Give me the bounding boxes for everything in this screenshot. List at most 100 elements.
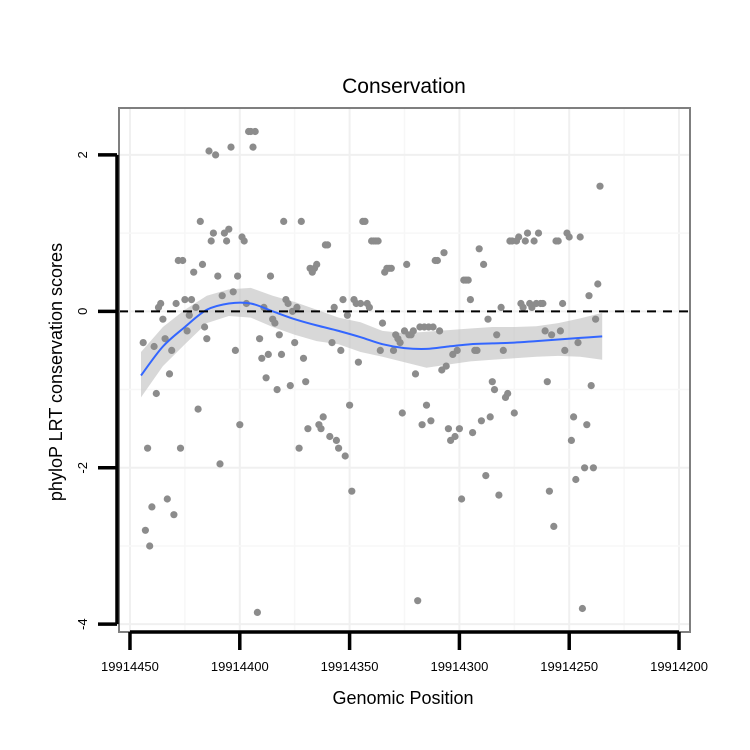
data-point: [490, 386, 499, 394]
x-axis-title: Genomic Position: [332, 688, 473, 708]
data-point: [374, 237, 382, 245]
data-point: [554, 237, 562, 245]
data-point: [499, 346, 507, 354]
data-point: [183, 327, 191, 335]
data-point: [264, 350, 272, 358]
data-point: [196, 217, 204, 225]
y-tick-label: -2: [75, 462, 90, 474]
data-point: [293, 303, 301, 311]
data-point: [284, 299, 292, 308]
data-point: [418, 421, 426, 429]
data-point: [291, 339, 299, 347]
data-point: [330, 303, 338, 311]
grid-lines: [119, 108, 690, 632]
data-point: [484, 315, 492, 323]
data-point: [376, 346, 384, 354]
x-tick-label: 19914250: [540, 659, 598, 674]
data-point: [297, 217, 305, 225]
data-point: [148, 503, 156, 511]
data-point: [422, 401, 431, 409]
data-point: [589, 464, 598, 472]
data-point: [240, 237, 248, 245]
data-point: [319, 413, 327, 421]
data-point: [414, 597, 422, 605]
data-point: [596, 182, 604, 190]
data-point: [556, 327, 565, 335]
chart-title: Conservation: [342, 75, 466, 98]
data-point: [214, 272, 222, 280]
data-point: [146, 542, 154, 550]
data-point: [139, 339, 147, 347]
data-point: [194, 405, 202, 413]
data-point: [548, 331, 556, 339]
data-point: [251, 127, 259, 136]
data-point: [436, 327, 444, 335]
data-point: [581, 464, 589, 472]
data-point: [444, 425, 452, 433]
data-point: [521, 237, 529, 245]
data-point: [280, 217, 288, 225]
data-point: [365, 303, 373, 311]
data-point: [451, 432, 459, 441]
data-point: [209, 229, 217, 237]
x-tick-label: 19914200: [650, 659, 708, 674]
y-tick-label: -4: [75, 618, 90, 630]
data-point: [205, 147, 213, 155]
data-point: [313, 260, 321, 268]
y-axis: 2 0 -2 -4: [75, 151, 119, 630]
x-tick-label: 19914350: [321, 659, 379, 674]
data-point: [299, 354, 308, 362]
data-point: [179, 256, 187, 265]
data-point: [295, 444, 303, 452]
data-point: [488, 378, 496, 386]
data-point: [477, 417, 485, 425]
data-point: [567, 436, 576, 444]
data-point: [277, 350, 286, 358]
data-point: [168, 346, 176, 354]
data-point: [361, 217, 369, 225]
data-point: [493, 331, 501, 339]
data-point: [455, 425, 463, 433]
data-point: [570, 413, 578, 421]
data-point: [495, 491, 503, 499]
data-point: [587, 382, 595, 390]
data-point: [339, 296, 347, 304]
data-point: [170, 511, 178, 519]
data-point: [473, 346, 481, 354]
data-point: [530, 237, 538, 245]
data-point: [346, 401, 354, 409]
data-point: [236, 421, 244, 429]
data-point: [165, 370, 174, 378]
data-point: [253, 608, 261, 617]
data-point: [163, 495, 171, 503]
data-point: [185, 311, 193, 319]
data-point: [510, 409, 518, 417]
data-point: [453, 346, 461, 354]
data-point: [387, 264, 395, 272]
trend-line-layer: [140, 301, 603, 377]
data-point: [141, 526, 149, 534]
data-point: [249, 143, 257, 151]
data-point: [427, 417, 435, 425]
data-point: [592, 315, 600, 323]
data-point: [258, 354, 266, 362]
data-point: [229, 288, 237, 296]
data-point: [504, 389, 512, 398]
data-point: [216, 460, 224, 468]
data-point: [275, 331, 283, 339]
y-axis-title: phyloP LRT conservation scores: [46, 243, 66, 501]
data-point: [357, 299, 365, 308]
data-point: [337, 346, 345, 354]
data-point: [317, 425, 325, 433]
data-point: [594, 280, 602, 288]
data-point: [403, 260, 411, 268]
data-point: [273, 386, 281, 394]
data-point: [561, 346, 569, 354]
data-point: [550, 522, 558, 531]
data-point: [475, 245, 483, 253]
data-point: [218, 292, 226, 300]
data-point: [409, 327, 417, 335]
data-point: [389, 346, 398, 354]
data-point: [234, 272, 242, 280]
